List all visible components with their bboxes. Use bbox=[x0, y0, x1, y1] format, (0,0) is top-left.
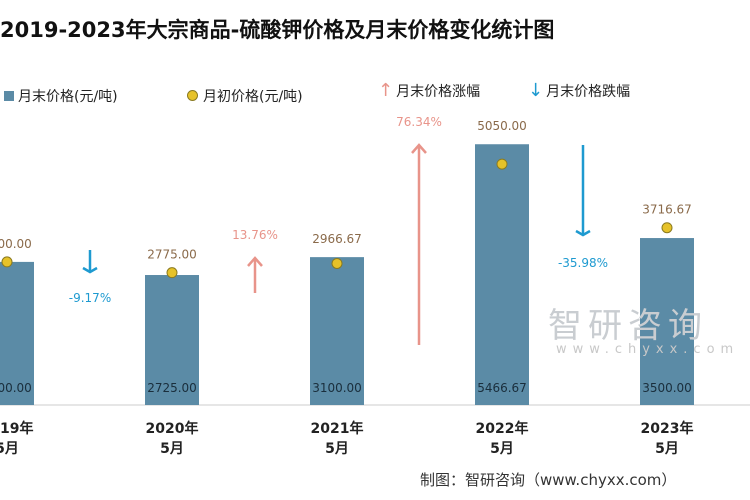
bar-label: 3500.00 bbox=[642, 381, 692, 395]
x-tick-label: 5月 bbox=[0, 441, 19, 457]
legend-label: 月末价格涨幅 bbox=[396, 84, 481, 100]
change-label: 76.34% bbox=[396, 115, 442, 129]
bar bbox=[145, 275, 199, 405]
watermark: 智研咨询 bbox=[548, 306, 708, 346]
month-start-dot bbox=[331, 257, 343, 269]
arrow-head bbox=[247, 256, 263, 267]
bar bbox=[0, 261, 34, 405]
legend-item-up: ↑ 月末价格涨幅 bbox=[378, 80, 480, 101]
arrow-head bbox=[575, 229, 591, 237]
x-tick-label: 2021年 bbox=[311, 420, 364, 437]
month-start-dot bbox=[1, 256, 13, 268]
x-tick-label: 5月 bbox=[655, 441, 679, 457]
arrow-head bbox=[82, 266, 98, 274]
dot-label: 5050.00 bbox=[477, 119, 527, 133]
bar-label: 3100.00 bbox=[312, 381, 362, 395]
bar-label: 3000.00 bbox=[0, 381, 32, 395]
source-note: 制图：智研咨询（www.chyxx.com） bbox=[420, 471, 677, 489]
month-start-dot bbox=[496, 158, 508, 170]
dot-label: 2775.00 bbox=[147, 248, 197, 262]
bar-label: 2725.00 bbox=[147, 381, 197, 395]
legend-item-month-end: 月末价格(元/吨) bbox=[4, 86, 118, 106]
bar-label: 5466.67 bbox=[477, 381, 527, 395]
down-arrow-icon: ↓ bbox=[528, 80, 544, 101]
bar bbox=[475, 144, 529, 405]
change-label: -9.17% bbox=[69, 291, 111, 305]
x-tick-label: 2023年 bbox=[641, 420, 694, 437]
bar bbox=[640, 238, 694, 405]
dot-label: 2966.67 bbox=[312, 232, 362, 246]
x-tick-label: 2022年 bbox=[476, 420, 529, 437]
month-start-dot bbox=[661, 222, 673, 234]
x-tick-label: 5月 bbox=[160, 441, 184, 457]
x-tick-label: 5月 bbox=[490, 441, 514, 457]
legend-bar-swatch-icon bbox=[4, 91, 14, 101]
legend-item-down: ↓ 月末价格跌幅 bbox=[528, 80, 630, 101]
chart-title: 2019-2023年大宗商品-硫酸钾价格及月末价格变化统计图 bbox=[0, 18, 555, 42]
legend-label: 月末价格(元/吨) bbox=[18, 89, 118, 105]
month-start-dot bbox=[166, 267, 178, 279]
x-tick-label: 2020年 bbox=[146, 420, 199, 437]
change-label: 13.76% bbox=[232, 228, 278, 242]
watermark-url: www.chyxx.com bbox=[556, 342, 740, 357]
change-label: -35.98% bbox=[558, 256, 608, 270]
legend-label: 月初价格(元/吨) bbox=[203, 89, 303, 105]
dot-label: 3000.00 bbox=[0, 237, 32, 251]
up-arrow-icon: ↑ bbox=[378, 80, 394, 101]
x-tick-label: 5月 bbox=[325, 441, 349, 457]
legend-item-month-start: 月初价格(元/吨) bbox=[187, 86, 303, 106]
x-tick-label: 2019年 bbox=[0, 420, 33, 437]
legend-label: 月末价格跌幅 bbox=[546, 84, 631, 100]
arrow-head bbox=[411, 143, 427, 154]
bar bbox=[310, 257, 364, 405]
legend-dot-icon bbox=[187, 90, 198, 101]
dot-label: 3716.67 bbox=[642, 203, 692, 217]
